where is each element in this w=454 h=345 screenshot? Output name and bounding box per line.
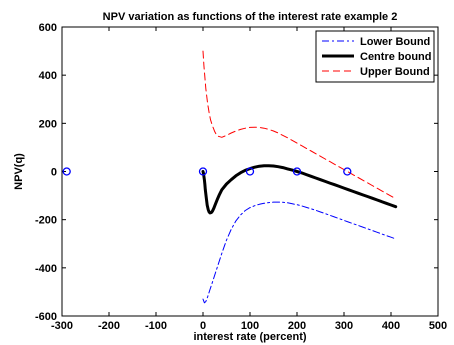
legend-label-centre-bound: Centre bound bbox=[360, 51, 432, 63]
chart-title: NPV variation as functions of the intere… bbox=[103, 11, 398, 23]
y-tick-label: -200 bbox=[35, 215, 57, 227]
data-point-marker bbox=[343, 167, 352, 176]
x-tick-label: -300 bbox=[51, 320, 73, 332]
x-tick-label: -200 bbox=[98, 320, 120, 332]
y-axis-title: NPV(q) bbox=[13, 153, 25, 190]
series-layer bbox=[62, 50, 398, 304]
y-tick-label: -400 bbox=[35, 263, 57, 275]
legend-label-lower-bound: Lower Bound bbox=[360, 36, 430, 48]
data-point-marker bbox=[198, 167, 208, 176]
legend-label-upper-bound: Upper Bound bbox=[360, 66, 430, 78]
x-axis-ticks: -300 -200 -100 0 100 200 300 400 500 bbox=[51, 27, 447, 332]
x-tick-label: 100 bbox=[241, 320, 259, 332]
x-tick-label: 200 bbox=[288, 320, 306, 332]
series-line-centre-bound bbox=[201, 164, 398, 215]
x-axis-title: interest rate (percent) bbox=[193, 331, 306, 343]
data-point-marker bbox=[245, 167, 255, 176]
x-tick-label: -100 bbox=[145, 320, 167, 332]
y-tick-label: -600 bbox=[35, 311, 57, 323]
y-tick-label: 0 bbox=[51, 167, 57, 179]
y-tick-label: 600 bbox=[39, 22, 57, 34]
x-tick-label: 500 bbox=[429, 320, 447, 332]
data-point-marker bbox=[62, 167, 71, 176]
x-tick-label: 0 bbox=[200, 320, 206, 332]
series-line-upper-bound bbox=[202, 50, 397, 200]
legend: Lower Bound Centre bound Upper Bound bbox=[315, 30, 435, 83]
y-tick-label: 400 bbox=[39, 70, 57, 82]
y-tick-label: 200 bbox=[39, 118, 57, 130]
y-axis-ticks: -600 -400 -200 0 200 400 600 bbox=[35, 22, 438, 323]
x-tick-label: 400 bbox=[382, 320, 400, 332]
series-line-lower-bound bbox=[202, 201, 397, 304]
data-point-marker bbox=[292, 167, 302, 176]
x-tick-label: 300 bbox=[335, 320, 353, 332]
